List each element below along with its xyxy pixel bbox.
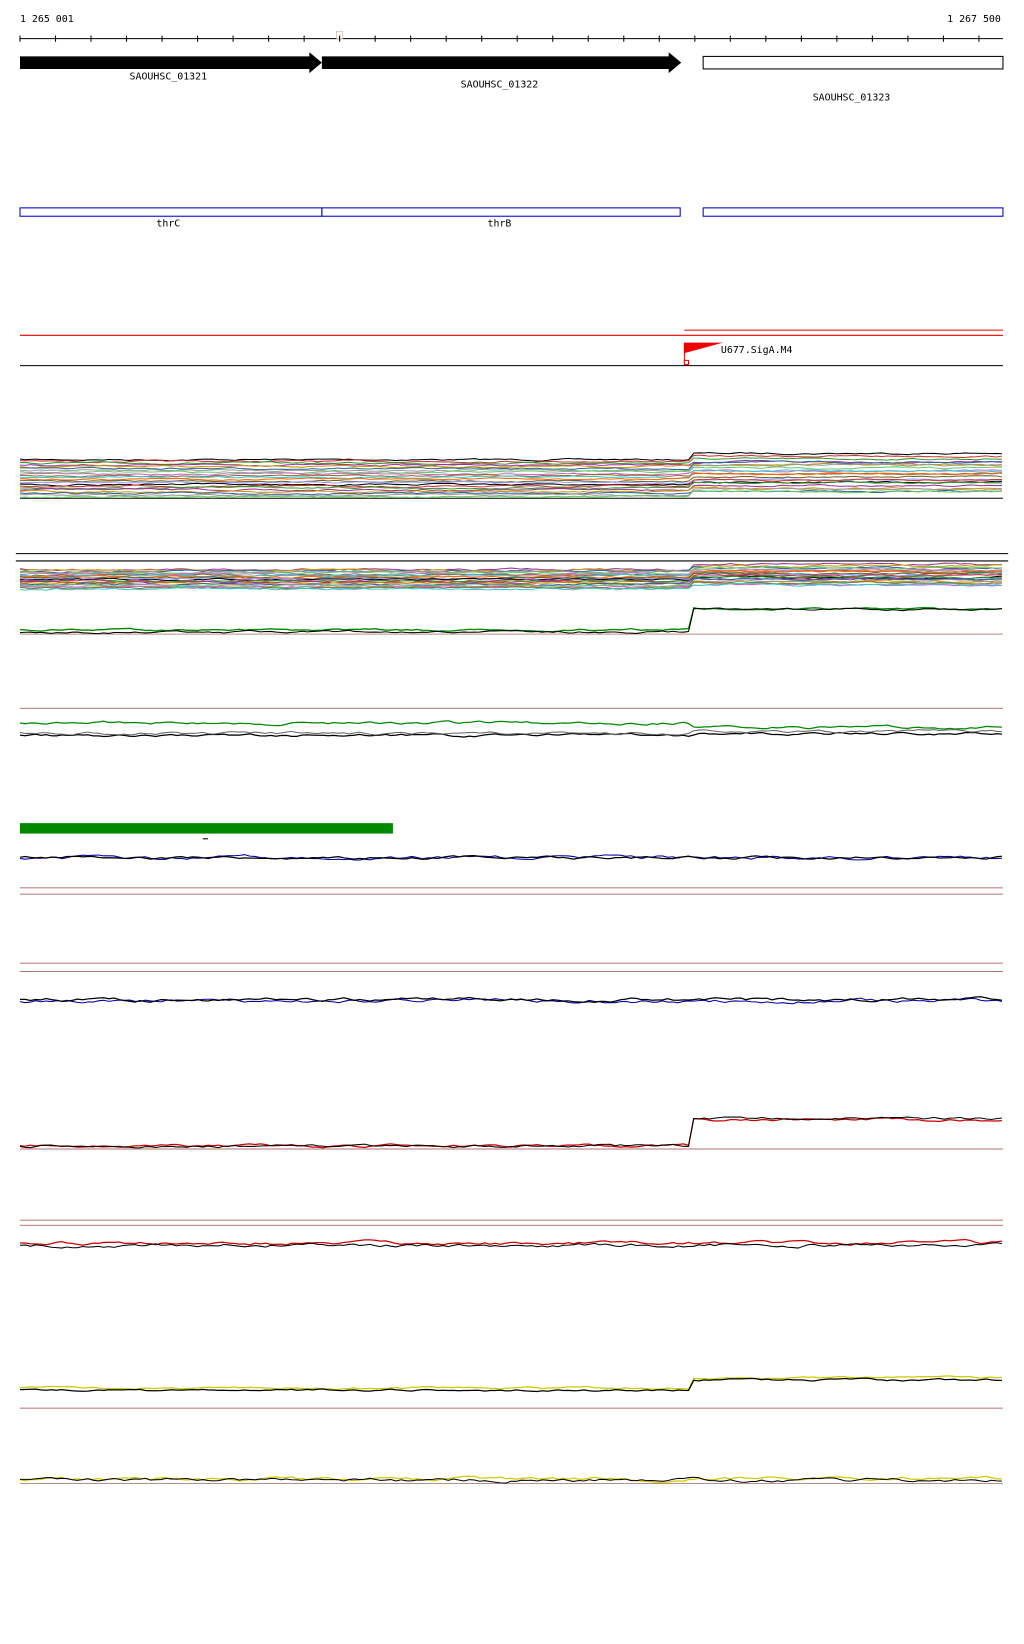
signal-trace xyxy=(19,489,1002,496)
signal-trace xyxy=(19,729,1002,736)
signal-trace xyxy=(19,1377,1002,1393)
signal-trace xyxy=(19,454,1002,464)
coverage-bar xyxy=(20,823,393,834)
signal-trace xyxy=(19,466,1002,475)
gene-label: SAOUHSC_01323 xyxy=(813,92,891,103)
signal-trace xyxy=(19,484,1002,492)
signal-trace xyxy=(19,472,1002,481)
signal-trace xyxy=(19,1242,1002,1249)
signal-trace xyxy=(19,490,1002,499)
signal-trace xyxy=(19,720,1002,730)
gene-label: SAOUHSC_01321 xyxy=(130,71,208,82)
signal-trace xyxy=(19,562,1002,572)
gene-arrow[interactable] xyxy=(321,52,682,74)
signal-trace xyxy=(19,996,1002,1004)
feature-label: thrB xyxy=(488,219,512,230)
promoter-base xyxy=(683,359,690,366)
signal-trace xyxy=(19,582,1002,591)
promoter-flag[interactable] xyxy=(684,342,724,354)
feature-box[interactable] xyxy=(19,207,323,217)
signal-trace xyxy=(19,469,1002,476)
feature-label: thrC xyxy=(156,219,180,230)
signal-trace xyxy=(19,575,1002,584)
signal-trace xyxy=(19,459,1002,467)
signal-tracks xyxy=(19,451,1003,1484)
gene-arrow[interactable] xyxy=(20,52,322,74)
gene-box[interactable] xyxy=(702,55,1004,70)
signal-trace xyxy=(19,463,1002,473)
signal-trace xyxy=(19,607,1002,635)
signal-trace xyxy=(19,572,1002,580)
ruler-end: 1 267 500 xyxy=(947,14,1001,25)
signal-trace xyxy=(19,481,1002,490)
signal-trace xyxy=(19,1116,1002,1149)
signal-trace xyxy=(19,1116,1002,1149)
signal-trace xyxy=(19,487,1002,497)
signal-trace xyxy=(19,573,1002,583)
feature-box[interactable] xyxy=(702,207,1004,217)
signal-trace xyxy=(19,577,1002,585)
signal-trace xyxy=(19,1476,1002,1484)
signal-trace xyxy=(19,731,1002,738)
ruler-ticks xyxy=(19,35,980,42)
signal-trace xyxy=(19,606,1002,633)
feature-box[interactable] xyxy=(321,207,681,217)
promoter-label: U677.SigA.M4 xyxy=(721,345,793,356)
ruler-start: 1 265 001 xyxy=(20,14,74,25)
gene-label: SAOUHSC_01322 xyxy=(461,80,539,91)
signal-trace xyxy=(19,854,1002,860)
signal-trace xyxy=(19,1375,1002,1391)
signal-trace xyxy=(19,457,1002,466)
signal-trace xyxy=(19,475,1002,483)
signal-trace xyxy=(19,1238,1002,1246)
signal-trace xyxy=(19,1475,1002,1483)
signal-trace xyxy=(19,460,1002,471)
